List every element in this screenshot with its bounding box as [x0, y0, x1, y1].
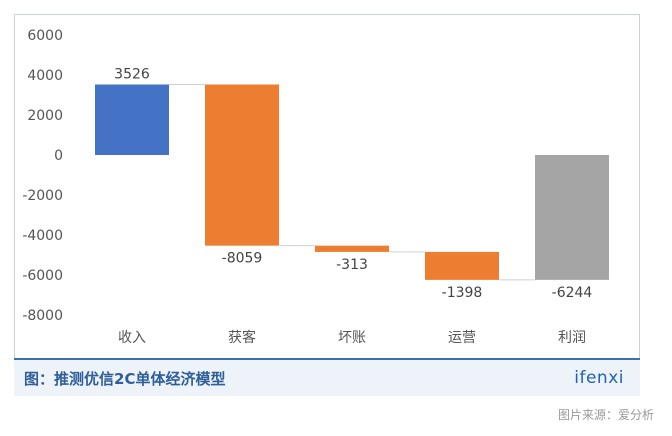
- bar-5: [535, 155, 609, 280]
- ifenxi-logo: ifenxi: [574, 368, 624, 388]
- y-tick-label: 0: [54, 148, 63, 164]
- waterfall-chart: 6000 4000 2000 0 -2000 -4000 -6000 -8000 3526 -80…: [22, 28, 609, 346]
- caption-bar: 图：推测优信2C单体经济模型 ifenxi: [14, 358, 640, 396]
- y-tick-label: -8000: [22, 308, 63, 324]
- data-label: 3526: [114, 66, 150, 82]
- x-tick-label: 收入: [118, 330, 146, 346]
- data-label: -6244: [552, 285, 593, 301]
- bar-4: [425, 251, 499, 280]
- data-label: -1398: [442, 285, 483, 301]
- data-label: -313: [336, 257, 368, 273]
- x-tick-label: 运营: [448, 330, 476, 346]
- chart-caption: 图：推测优信2C单体经济模型: [24, 370, 226, 388]
- bar-2: [205, 84, 279, 246]
- x-tick-label: 获客: [228, 329, 256, 346]
- x-tick-label: 利润: [558, 330, 586, 346]
- bar-3: [315, 245, 389, 252]
- image-source-note: 图片来源：爱分析: [557, 408, 654, 422]
- y-tick-label: 4000: [27, 68, 63, 84]
- data-label: -8059: [222, 251, 263, 267]
- y-tick-label: 2000: [27, 108, 63, 124]
- chart-frame: 6000 4000 2000 0 -2000 -4000 -6000 -8000 3526 -80…: [14, 14, 640, 396]
- x-tick-label: 坏账: [338, 330, 366, 346]
- y-tick-label: -4000: [22, 228, 63, 244]
- y-tick-label: -6000: [22, 268, 63, 284]
- bar-1: [95, 84, 169, 155]
- y-tick-label: 6000: [27, 28, 63, 44]
- y-tick-label: -2000: [22, 188, 63, 204]
